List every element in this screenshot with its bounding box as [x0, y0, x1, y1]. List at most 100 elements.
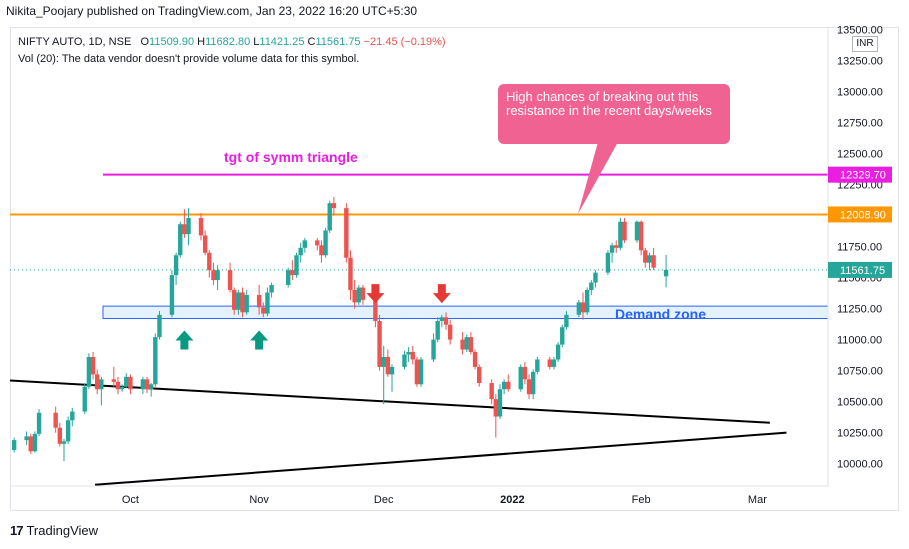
candle-body: [198, 218, 204, 236]
candle-body: [464, 337, 469, 350]
price-tick-label: 10500.00: [837, 397, 883, 409]
open-label: O: [140, 36, 150, 48]
candle-body: [261, 307, 266, 314]
candle-body: [202, 235, 208, 253]
candle-body: [148, 384, 154, 390]
candle-body: [128, 376, 133, 390]
candle-body: [319, 245, 324, 256]
candle-body: [447, 324, 453, 340]
candle-body: [439, 317, 445, 322]
candle-body: [443, 317, 449, 325]
price-tick-label: 13250.00: [837, 55, 883, 67]
publisher-line: Nikita_Poojary published on TradingView.…: [6, 4, 418, 18]
candle-body: [460, 339, 465, 350]
candle-body: [82, 386, 87, 412]
candle-body: [24, 436, 29, 441]
candle-body: [61, 441, 67, 444]
up-arrow-icon: [250, 330, 269, 350]
tradingview-logo-icon: 17: [10, 523, 24, 538]
price-label-box: [828, 261, 892, 278]
symbol-label[interactable]: NIFTY AUTO, 1D, NSE: [18, 36, 132, 48]
candle-body: [584, 289, 590, 313]
candle-body: [410, 352, 415, 360]
price-tick-label: 13000.00: [837, 87, 883, 99]
candle-body: [580, 302, 586, 313]
plot-area: [10, 173, 828, 486]
price-tick-label: 12750.00: [837, 118, 883, 130]
price-tick-label: 10000.00: [837, 459, 883, 471]
candle-body: [468, 337, 474, 353]
candle-body: [298, 247, 303, 256]
candle-body: [477, 366, 482, 384]
candle-body: [124, 376, 129, 387]
upper-trendline: [10, 379, 770, 424]
candle-body: [418, 359, 424, 385]
candle-body: [115, 381, 121, 390]
candle-body: [286, 270, 291, 286]
currency-button[interactable]: INR: [852, 36, 878, 52]
candle-body: [178, 224, 183, 256]
price-tick-label: 11250.00: [837, 304, 882, 316]
volume-note: Vol (20): The data vendor doesn't provid…: [18, 53, 360, 65]
candle-body: [622, 221, 627, 241]
candle-body: [99, 379, 104, 390]
footer-brand[interactable]: 17 TradingView: [10, 523, 98, 538]
candle-body: [28, 436, 33, 452]
candle-body: [356, 287, 361, 303]
candle-body: [373, 299, 378, 322]
price-label-text: 11561.75: [840, 265, 885, 277]
candle-body: [506, 381, 511, 390]
candle-body: [240, 292, 245, 313]
candle-body: [90, 356, 96, 375]
candle-body: [207, 252, 212, 271]
chart-frame: [10, 27, 899, 511]
candle-body: [497, 389, 503, 417]
candle-body: [377, 321, 382, 367]
candle-body: [352, 289, 357, 303]
candle-body: [576, 302, 582, 315]
change-value: −21.45 (−0.19%): [363, 36, 446, 48]
price-tick-label: 11750.00: [837, 242, 882, 254]
candle-body: [211, 270, 216, 281]
price-label-box: [828, 166, 892, 183]
candle-body: [651, 255, 656, 268]
candle-body: [605, 252, 611, 273]
candle-body: [385, 356, 391, 375]
callout-annotation: High chances of breaking out this resist…: [498, 84, 730, 144]
candle-body: [381, 356, 386, 367]
candle-body: [547, 359, 552, 367]
price-label-text: 12329.70: [840, 170, 886, 182]
candle-body: [493, 399, 499, 417]
time-tick-label: Mar: [748, 494, 767, 506]
candle-body: [560, 327, 565, 345]
candle-body: [614, 245, 619, 248]
candle-body: [111, 379, 117, 382]
candle-body: [331, 203, 337, 209]
close-value: 11561.75: [315, 36, 361, 48]
candle-body: [522, 366, 528, 380]
candle-body: [643, 250, 648, 263]
candle-body: [551, 359, 557, 367]
candle-body: [236, 292, 241, 310]
lower-trendline: [94, 431, 787, 486]
candle-body: [535, 359, 540, 372]
candle-body: [518, 366, 523, 390]
candle-body: [53, 412, 58, 428]
candle-body: [140, 379, 146, 390]
candle-body: [327, 203, 332, 231]
candle-body: [555, 344, 561, 360]
low-value: 11421.25: [259, 36, 305, 48]
candle-body: [360, 287, 366, 300]
demand-zone-box: [102, 305, 828, 320]
high-label: H: [197, 36, 206, 48]
candle-body: [256, 294, 262, 308]
candle-body: [215, 270, 220, 281]
candle-body: [36, 412, 42, 434]
demand-zone-annotation: Demand zone: [615, 306, 707, 322]
time-tick-label: 2022: [500, 494, 524, 506]
candle-body: [86, 356, 92, 387]
candle-body: [348, 257, 353, 290]
target-annotation: tgt of symm triangle: [224, 149, 358, 165]
candle-body: [182, 224, 187, 235]
